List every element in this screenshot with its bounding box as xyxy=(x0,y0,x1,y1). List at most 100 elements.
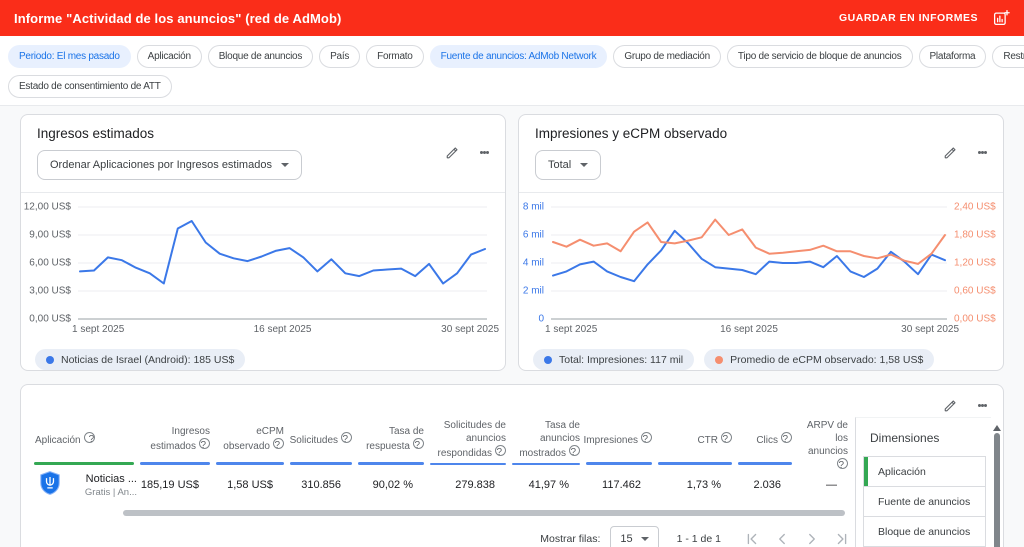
x-axis-tick: 16 sept 2025 xyxy=(253,324,312,335)
column-color-bar xyxy=(358,462,424,465)
y-axis-left: 12,00 US$ 9,00 US$ 6,00 US$ 3,00 US$ 0,00 US… xyxy=(21,201,78,325)
edit-table-icon[interactable] xyxy=(943,398,958,413)
column-header[interactable]: Solicitudes de anuncios respondidas? xyxy=(427,419,509,465)
scrollbar-thumb[interactable] xyxy=(994,433,1000,547)
help-icon[interactable]: ? xyxy=(641,431,652,445)
more-options-icon[interactable] xyxy=(978,402,987,409)
legend-dot-icon xyxy=(46,355,54,364)
filter-chip[interactable]: Plataforma xyxy=(918,45,987,68)
impressions-line-chart xyxy=(551,205,947,321)
filter-chip[interactable]: Aplicación xyxy=(136,45,202,68)
column-color-bar xyxy=(290,462,352,465)
table-row[interactable]: Noticias ... Gratis | An... 185,19 US$ 1,… xyxy=(21,465,855,505)
horizontal-scrollbar[interactable] xyxy=(123,510,845,516)
y-axis-tick: 9,00 US$ xyxy=(29,229,71,241)
help-icon[interactable]: ? xyxy=(413,438,424,451)
y-axis-right: 2,40 US$ 1,80 US$ 1,20 US$ 0,60 US$ 0,00 US$ xyxy=(947,201,1003,325)
legend-dot-icon xyxy=(544,355,552,364)
y-axis-tick: 4 mil xyxy=(522,257,544,269)
dimension-item[interactable]: Fuente de anuncios xyxy=(863,486,986,517)
column-header[interactable]: Impresiones? xyxy=(583,419,655,465)
column-color-bar xyxy=(430,463,506,465)
legend-chip[interactable]: Promedio de eCPM observado: 1,58 US$ xyxy=(704,349,935,370)
column-color-bar xyxy=(658,462,732,465)
x-axis-tick: 1 sept 2025 xyxy=(72,324,125,335)
filter-chip[interactable]: Estado de consentimiento de ATT xyxy=(8,75,172,98)
filter-chip[interactable]: Fuente de anuncios: AdMob Network xyxy=(429,45,608,68)
legend-chip[interactable]: Noticias de Israel (Android): 185 US$ xyxy=(35,349,246,370)
revenue-card-title: Ingresos estimados xyxy=(37,126,155,141)
help-icon[interactable]: ? xyxy=(721,431,732,445)
y-axis-tick: 2,40 US$ xyxy=(954,201,996,213)
y-axis-tick: 1,20 US$ xyxy=(954,257,996,269)
y-axis-tick: 1,80 US$ xyxy=(954,229,996,241)
edit-chart-icon[interactable] xyxy=(445,145,460,160)
help-icon[interactable]: ? xyxy=(495,445,506,458)
column-color-bar xyxy=(586,462,652,465)
help-icon[interactable]: ? xyxy=(199,438,210,451)
table-header-row: Aplicación? Ingresos estimados? eCPM obser… xyxy=(21,419,855,471)
app-icon xyxy=(37,470,63,501)
help-icon[interactable]: ? xyxy=(837,458,848,471)
filter-chip[interactable]: Bloque de anuncios xyxy=(207,45,314,68)
y-axis-tick: 12,00 US$ xyxy=(23,201,71,213)
more-options-icon[interactable] xyxy=(480,149,489,156)
filter-chip[interactable]: Grupo de mediación xyxy=(613,45,721,68)
rows-per-page-select[interactable]: 15 xyxy=(610,526,659,547)
more-options-icon[interactable] xyxy=(978,149,987,156)
next-page-button[interactable] xyxy=(803,530,821,547)
filter-chip[interactable]: País xyxy=(319,45,361,68)
dimension-item[interactable]: Aplicación xyxy=(863,456,986,487)
table-cell: 90,02 % xyxy=(372,479,413,491)
help-icon[interactable]: ? xyxy=(781,431,792,445)
help-icon[interactable]: ? xyxy=(341,431,352,445)
app-cell[interactable]: Noticias ... Gratis | An... xyxy=(31,470,137,501)
table-cell: 1,58 US$ xyxy=(227,479,273,491)
help-icon[interactable]: ? xyxy=(273,438,284,451)
column-header[interactable]: Solicitudes? xyxy=(287,419,355,465)
legend-chip[interactable]: Total: Impresiones: 117 mil xyxy=(533,349,695,370)
pagination: Mostrar filas: 15 1 - 1 de 1 xyxy=(21,526,855,547)
y-axis-tick: 0,00 US$ xyxy=(29,313,71,325)
last-page-button[interactable] xyxy=(833,530,851,547)
y-axis-tick: 3,00 US$ xyxy=(29,285,71,297)
dimensions-panel: Dimensiones Aplicación Fuente de anuncios… xyxy=(855,417,991,547)
y-axis-tick: 0,00 US$ xyxy=(954,313,996,325)
column-header[interactable]: Tasa de respuesta? xyxy=(355,419,427,465)
dimension-item[interactable]: Bloque de anuncios xyxy=(863,516,986,547)
revenue-line-chart xyxy=(78,205,487,321)
filter-chip[interactable]: Formato xyxy=(366,45,424,68)
total-dropdown[interactable]: Total xyxy=(535,150,602,180)
table-cell: 117.462 xyxy=(602,479,641,491)
table-cell: 185,19 US$ xyxy=(140,479,199,491)
dimensions-list: Aplicación Fuente de anuncios Bloque de an… xyxy=(863,456,986,547)
filters-bar: Periodo: El mes pasado Aplicación Bloque d… xyxy=(0,36,1024,106)
sort-apps-dropdown[interactable]: Ordenar Aplicaciones por Ingresos estima… xyxy=(37,150,302,180)
x-axis-tick: 1 sept 2025 xyxy=(545,324,598,335)
filter-chip[interactable]: Restricción de servicio xyxy=(992,45,1024,68)
help-icon[interactable]: ? xyxy=(569,445,580,458)
table-cell: 279.838 xyxy=(455,479,495,491)
filter-chip[interactable]: Periodo: El mes pasado xyxy=(8,45,131,68)
column-header[interactable]: Tasa de anuncios mostrados? xyxy=(509,419,583,465)
line-chart-svg xyxy=(78,206,487,320)
column-header[interactable]: eCPM observado? xyxy=(213,419,287,465)
vertical-scrollbar[interactable] xyxy=(991,417,1003,547)
table-cell: 41,97 % xyxy=(528,479,569,491)
column-header[interactable]: Clics? xyxy=(735,419,795,465)
scroll-up-arrow-icon[interactable] xyxy=(993,421,1001,431)
column-header[interactable]: Aplicación? xyxy=(31,419,137,465)
column-header[interactable]: ARPV de los anuncios? xyxy=(806,420,848,471)
impressions-card-title: Impresiones y eCPM observado xyxy=(535,126,728,141)
column-header[interactable]: Ingresos estimados? xyxy=(137,419,213,465)
previous-page-button[interactable] xyxy=(773,530,791,547)
filter-chip[interactable]: Tipo de servicio de bloque de anuncios xyxy=(726,45,913,68)
help-icon[interactable]: ? xyxy=(83,431,95,445)
x-axis: 1 sept 2025 16 sept 2025 30 sept 2025 xyxy=(72,324,499,340)
column-header[interactable]: CTR? xyxy=(655,419,735,465)
save-to-reports-button[interactable]: GUARDAR EN INFORMES xyxy=(838,12,978,24)
impressions-legend: Total: Impresiones: 117 mil Promedio de e… xyxy=(533,349,1003,370)
first-page-button[interactable] xyxy=(743,530,761,547)
add-to-reports-icon[interactable] xyxy=(992,9,1010,27)
edit-chart-icon[interactable] xyxy=(943,145,958,160)
